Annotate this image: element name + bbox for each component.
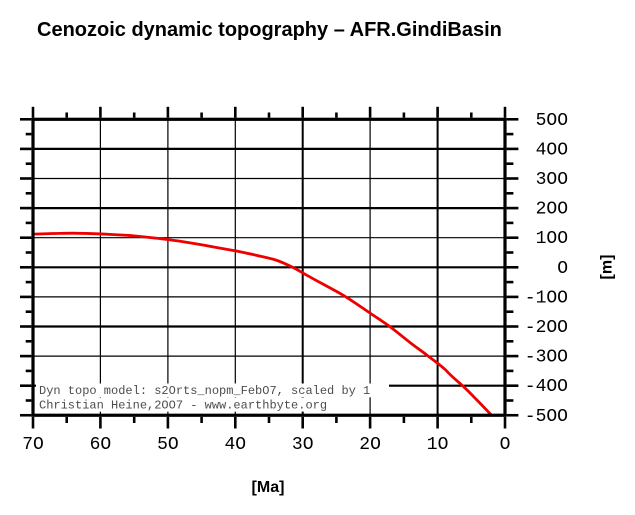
svg-text:-2OO: -2OO xyxy=(525,318,568,338)
svg-text:6O: 6O xyxy=(90,435,112,455)
svg-text:4OO: 4OO xyxy=(536,140,568,160)
svg-text:Dyn topo model: s2Orts_nopm_Fe: Dyn topo model: s2Orts_nopm_FebO7, scale… xyxy=(39,384,370,398)
svg-text:1OO: 1OO xyxy=(536,229,568,249)
svg-text:Christian Heine,2OO7 - www.ear: Christian Heine,2OO7 - www.earthbyte.org xyxy=(39,398,327,412)
svg-text:-4OO: -4OO xyxy=(525,377,568,397)
svg-text:-3OO: -3OO xyxy=(525,348,568,368)
svg-text:[Ma]: [Ma] xyxy=(252,479,285,496)
svg-text:2OO: 2OO xyxy=(536,200,568,220)
svg-text:O: O xyxy=(557,259,568,279)
svg-text:[m]: [m] xyxy=(599,255,616,280)
svg-text:3OO: 3OO xyxy=(536,170,568,190)
svg-text:O: O xyxy=(500,435,511,455)
svg-text:2O: 2O xyxy=(359,435,381,455)
svg-text:5OO: 5OO xyxy=(536,111,568,131)
svg-text:3O: 3O xyxy=(292,435,314,455)
svg-text:Cenozoic dynamic topography –: Cenozoic dynamic topography – AFR.GindiB… xyxy=(37,19,502,41)
svg-text:5O: 5O xyxy=(157,435,179,455)
svg-text:1O: 1O xyxy=(427,435,449,455)
svg-text:-5OO: -5OO xyxy=(525,407,568,427)
svg-text:7O: 7O xyxy=(22,435,44,455)
svg-text:4O: 4O xyxy=(224,435,246,455)
svg-text:-1OO: -1OO xyxy=(525,288,568,308)
